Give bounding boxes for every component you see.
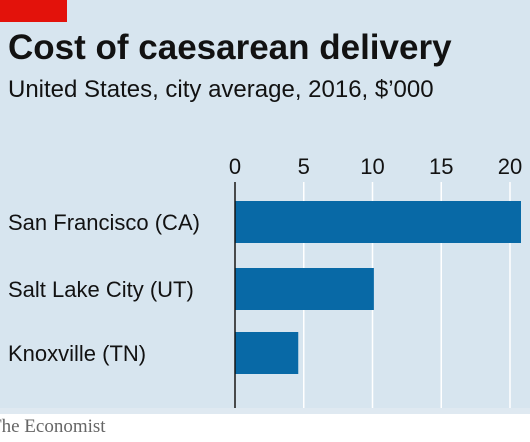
chart-title: Cost of caesarean delivery bbox=[8, 28, 452, 67]
bar-chart: 0 5 10 15 20 San Francisco (CA) Salt Lake City… bbox=[8, 154, 522, 408]
chart-panel: Cost of caesarean delivery United States… bbox=[0, 0, 523, 408]
bar-2 bbox=[235, 332, 299, 374]
category-label: San Francisco (CA) bbox=[8, 210, 200, 235]
category-label: Salt Lake City (UT) bbox=[8, 277, 194, 302]
bar-0 bbox=[235, 201, 521, 243]
x-tick-label: 10 bbox=[360, 154, 384, 179]
source-credit: The Economist bbox=[0, 416, 106, 437]
footer: The Economist bbox=[0, 414, 530, 442]
category-label: Knoxville (TN) bbox=[8, 341, 146, 366]
brand-red-tag bbox=[0, 0, 67, 22]
chart-subtitle: United States, city average, 2016, $’000 bbox=[8, 76, 434, 103]
x-tick-label: 15 bbox=[429, 154, 453, 179]
x-tick-label: 5 bbox=[298, 154, 310, 179]
x-tick-label: 0 bbox=[229, 154, 241, 179]
x-tick-label: 20 bbox=[498, 154, 522, 179]
bar-1 bbox=[235, 268, 374, 310]
